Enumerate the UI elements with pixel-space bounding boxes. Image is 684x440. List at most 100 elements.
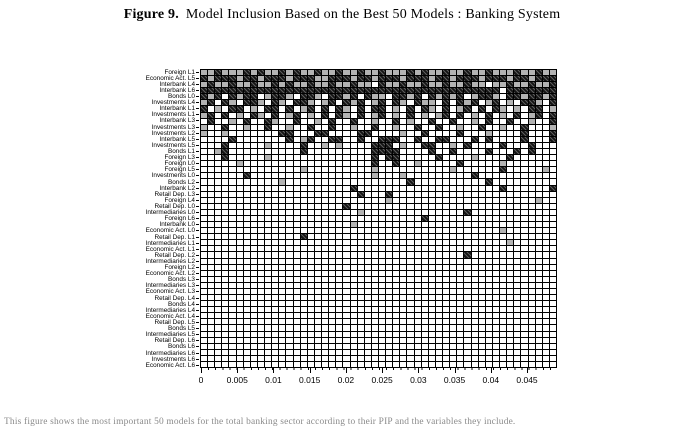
grid-cell — [393, 179, 400, 185]
y-axis-label: Interbank L6 — [159, 86, 195, 94]
grid-cell — [336, 118, 343, 124]
x-tick-label: 0.045 — [516, 375, 538, 385]
grid-cell — [500, 270, 507, 276]
grid-cell — [393, 124, 400, 130]
grid-cell — [450, 282, 457, 288]
grid-cell — [257, 173, 265, 179]
grid-cell — [293, 307, 300, 313]
grid-cell — [243, 209, 250, 215]
grid-cell — [307, 136, 314, 142]
grid-cell — [542, 82, 549, 88]
grid-cell — [236, 301, 243, 307]
grid-cell — [229, 288, 236, 295]
grid-cell — [407, 234, 414, 240]
grid-cell — [542, 343, 549, 349]
y-tick — [196, 157, 199, 159]
grid-cell — [322, 355, 329, 361]
grid-cell — [279, 209, 286, 215]
grid-cell — [300, 349, 307, 355]
grid-cell — [307, 276, 314, 282]
grid-cell — [450, 112, 457, 118]
grid-cell — [250, 179, 257, 185]
y-tick — [196, 89, 199, 91]
y-axis-label-row: Bonds L2 — [0, 179, 199, 185]
grid-cell — [286, 288, 293, 295]
grid-cell — [286, 246, 293, 252]
grid-cell — [236, 331, 243, 337]
grid-cell — [507, 246, 514, 252]
grid-cell — [329, 191, 336, 197]
grid-cell — [514, 276, 521, 282]
grid-cell — [393, 142, 400, 149]
grid-cell — [208, 124, 215, 130]
grid-cell — [364, 94, 371, 100]
grid-cell — [329, 246, 336, 252]
grid-cell — [250, 313, 257, 319]
grid-cell — [514, 282, 521, 288]
grid-cell — [549, 355, 556, 361]
grid-cell — [464, 100, 471, 106]
grid-cell — [428, 94, 435, 100]
grid-cell — [222, 197, 229, 203]
grid-cell — [343, 88, 350, 94]
grid-cell — [421, 106, 428, 112]
grid-cell — [257, 331, 265, 337]
y-axis-label: Intermediaries L3 — [145, 282, 195, 290]
grid-cell — [378, 215, 386, 222]
grid-cell — [250, 282, 257, 288]
grid-cell — [549, 167, 556, 173]
grid-cell — [500, 246, 507, 252]
grid-cell — [542, 246, 549, 252]
grid-cell — [250, 197, 257, 203]
grid-cell — [378, 264, 386, 270]
grid-cell — [343, 307, 350, 313]
grid-cell — [421, 76, 428, 82]
grid-cell — [343, 228, 350, 234]
grid-cell — [378, 234, 386, 240]
grid-cell — [336, 88, 343, 94]
grid-cell — [236, 118, 243, 124]
grid-cell — [500, 295, 507, 301]
grid-cell — [500, 313, 507, 319]
grid-cell — [535, 142, 542, 149]
grid-cell — [492, 337, 500, 343]
grid-cell — [215, 82, 222, 88]
grid-cell — [201, 167, 208, 173]
grid-cell — [293, 276, 300, 282]
grid-cell — [450, 240, 457, 246]
grid-cell — [222, 167, 229, 173]
y-axis-label: Foreign L5 — [164, 166, 195, 174]
grid-cell — [343, 203, 350, 209]
grid-cell — [450, 149, 457, 155]
grid-cell — [257, 222, 265, 228]
grid-cell — [528, 112, 535, 118]
grid-cell — [343, 264, 350, 270]
grid-cell — [471, 185, 478, 191]
grid-cell — [457, 112, 464, 118]
grid-cell — [236, 197, 243, 203]
grid-cell — [443, 173, 450, 179]
grid-cell — [528, 270, 535, 276]
grid-cell — [492, 88, 500, 94]
grid-cell — [314, 215, 322, 222]
y-axis-label-row: Interbank L5 — [0, 136, 199, 142]
grid-cell — [542, 179, 549, 185]
grid-cell — [492, 149, 500, 155]
grid-cell — [414, 355, 421, 361]
grid-cell — [350, 301, 357, 307]
grid-cell — [329, 349, 336, 355]
grid-cell — [293, 215, 300, 222]
grid-cell — [407, 349, 414, 355]
grid-cell — [293, 161, 300, 167]
grid-cell — [407, 191, 414, 197]
grid-cell — [428, 179, 435, 185]
grid-cell — [222, 142, 229, 149]
grid-cell — [507, 94, 514, 100]
grid-cell — [215, 124, 222, 130]
grid-cell — [393, 295, 400, 301]
grid-cell — [528, 82, 535, 88]
grid-cell — [521, 185, 528, 191]
grid-cell — [229, 191, 236, 197]
grid-cell — [443, 88, 450, 94]
grid-cell — [257, 361, 265, 367]
